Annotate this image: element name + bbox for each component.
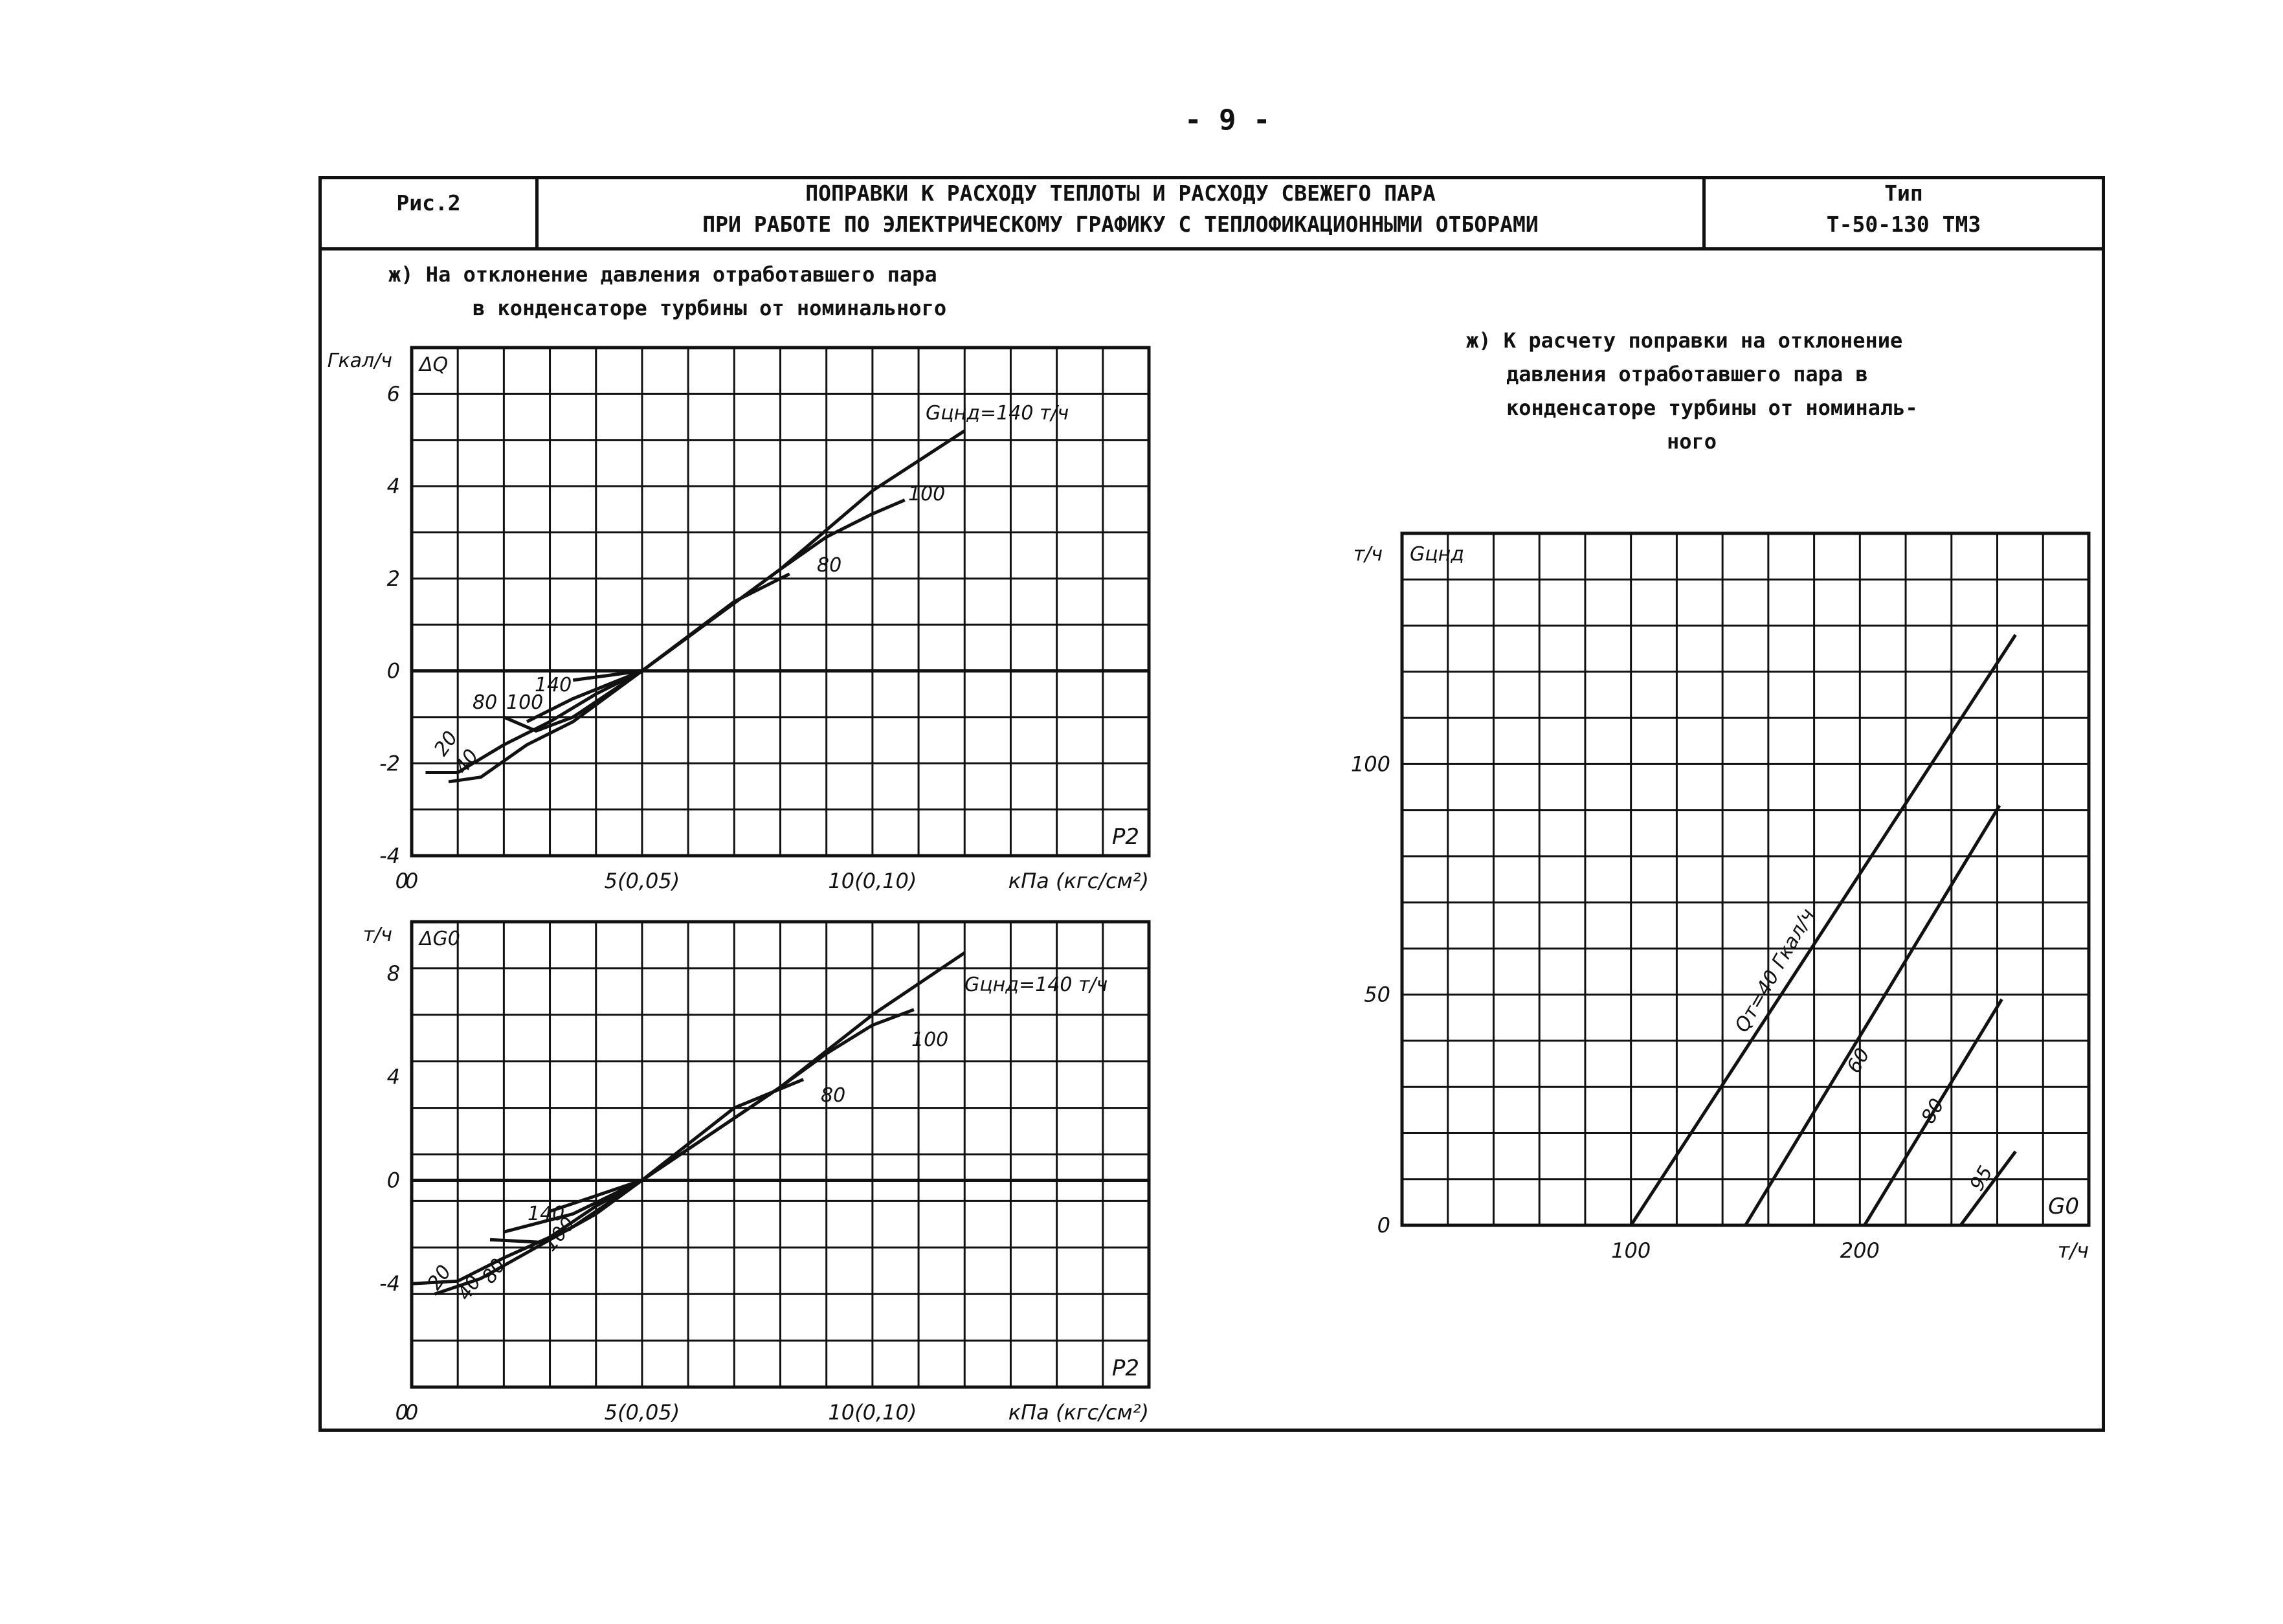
- series-line: [448, 669, 643, 784]
- y-tick-label: -4: [379, 843, 400, 868]
- series-line: [503, 572, 790, 733]
- x-axis-label: P2: [1112, 824, 1139, 850]
- curve-label: 80: [473, 691, 497, 714]
- header-divider: [535, 176, 539, 250]
- y-tick-label: 4: [387, 474, 400, 498]
- curve-label: Gцнд=140 т/ч: [964, 973, 1108, 996]
- curve-label: 95: [1966, 1162, 1998, 1195]
- series-line: [1959, 1150, 2017, 1227]
- right-heading: ж) К расчету поправки на отклонение давл…: [1466, 324, 1918, 458]
- turbine-type: Тип Т-50-130 ТМЗ: [1706, 178, 2102, 240]
- series-line: [572, 429, 966, 682]
- y-tick-label: 6: [387, 381, 400, 406]
- x-tick-label: 10(0,10): [828, 1400, 917, 1425]
- series-line: [1863, 998, 2003, 1227]
- turbine-type-label: Тип: [1884, 181, 1923, 206]
- plot-border: [410, 920, 1151, 1389]
- curve-label: 80: [821, 1084, 845, 1107]
- series-line: [425, 669, 643, 774]
- curve-label: 80: [817, 554, 841, 577]
- x-tick-label: 100: [1611, 1238, 1651, 1263]
- x-tick-label: 200: [1840, 1238, 1880, 1263]
- y-tick-label: 100: [1351, 751, 1390, 776]
- figure-title: ПОПРАВКИ К РАСХОДУ ТЕПЛОТЫ И РАСХОДУ СВЕ…: [539, 178, 1702, 240]
- curve-label: 140: [535, 674, 572, 696]
- curve-label: 100: [908, 483, 945, 506]
- right-heading-line2: давления отработавшего пара в: [1506, 362, 1868, 386]
- figure-number: Рис.2: [396, 190, 461, 216]
- left-heading-line2: в конденсаторе турбины от номинального: [473, 296, 947, 320]
- y-tick-label: -4: [379, 1271, 400, 1296]
- y-axis-label: ΔQ: [418, 353, 448, 376]
- left-heading-line1: ж) На отклонение давления отработавшего …: [388, 262, 937, 287]
- x-tick-label: 0: [405, 869, 418, 893]
- right-heading-line3: конденсаторе турбины от номиналь-: [1506, 395, 1918, 420]
- y-tick-label: 4: [387, 1065, 400, 1089]
- x-tick-label: 0: [405, 1400, 418, 1425]
- right-heading-line1: ж) К расчету поправки на отклонение: [1466, 328, 1903, 353]
- curve-label: 80: [1917, 1095, 1949, 1128]
- y-tick-label: 0: [1377, 1213, 1390, 1238]
- turbine-type-value: Т-50-130 ТМЗ: [1826, 212, 1981, 237]
- curve-label: Qт=40 Гкал/ч: [1731, 905, 1820, 1036]
- plot-border: [1400, 531, 2091, 1227]
- y-unit-label: Гкал/ч: [328, 350, 392, 372]
- y-tick-label: 0: [387, 659, 400, 684]
- y-axis-label: ΔG0: [418, 928, 460, 950]
- x-tick-label: 5(0,05): [605, 1400, 680, 1425]
- figure-title-line1: ПОПРАВКИ К РАСХОДУ ТЕПЛОТЫ И РАСХОДУ СВЕ…: [805, 181, 1436, 206]
- figure-frame: [318, 176, 2105, 1432]
- series-line: [549, 951, 966, 1213]
- left-heading: ж) На отклонение давления отработавшего …: [388, 258, 946, 325]
- figure-title-line2: ПРИ РАБОТЕ ПО ЭЛЕКТРИЧЕСКОМУ ГРАФИКУ С Т…: [702, 212, 1539, 237]
- series-line: [503, 1008, 915, 1234]
- x-unit-label: кПа (кгс/см²): [1008, 1400, 1149, 1425]
- right-heading-line4: ного: [1667, 429, 1717, 454]
- y-tick-label: 50: [1364, 983, 1390, 1007]
- y-unit-label: т/ч: [363, 924, 392, 946]
- y-tick-label: -2: [379, 751, 400, 775]
- series-line: [434, 1179, 643, 1296]
- header-divider: [1702, 176, 1706, 250]
- series-line: [1629, 634, 2017, 1227]
- curve-label: Gцнд=140 т/ч: [926, 402, 1069, 425]
- x-unit-label: кПа (кгс/см²): [1008, 869, 1149, 893]
- plot-border: [410, 346, 1151, 858]
- y-tick-label: 0: [387, 1168, 400, 1192]
- x-tick-label: 0: [395, 1400, 408, 1425]
- y-axis-label: Gцнд: [1410, 543, 1464, 566]
- curve-label: 100: [506, 691, 543, 714]
- series-line: [1744, 805, 2001, 1227]
- series-line: [411, 1179, 643, 1285]
- curve-label: 60: [1843, 1044, 1875, 1077]
- x-tick-label: 5(0,05): [605, 869, 680, 893]
- y-unit-label: т/ч: [1353, 543, 1383, 566]
- series-line: [526, 498, 906, 724]
- curve-label: 100: [911, 1029, 948, 1051]
- x-axis-label: P2: [1112, 1355, 1139, 1381]
- curve-label: 140: [528, 1203, 564, 1225]
- x-tick-label: 0: [395, 869, 408, 893]
- x-tick-label: 10(0,10): [828, 869, 917, 893]
- y-tick-label: 8: [387, 961, 400, 986]
- x-axis-label: G0: [2048, 1194, 2079, 1219]
- page-number: - 9 -: [1185, 104, 1271, 137]
- y-tick-label: 2: [387, 566, 400, 591]
- x-unit-label: т/ч: [2058, 1238, 2089, 1263]
- header-row: [318, 176, 2105, 250]
